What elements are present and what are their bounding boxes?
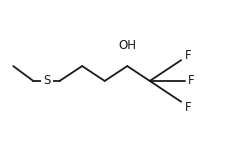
Text: F: F	[185, 101, 192, 114]
Text: F: F	[185, 49, 192, 62]
Text: OH: OH	[118, 39, 136, 52]
Text: F: F	[188, 74, 195, 87]
Text: S: S	[43, 74, 51, 87]
